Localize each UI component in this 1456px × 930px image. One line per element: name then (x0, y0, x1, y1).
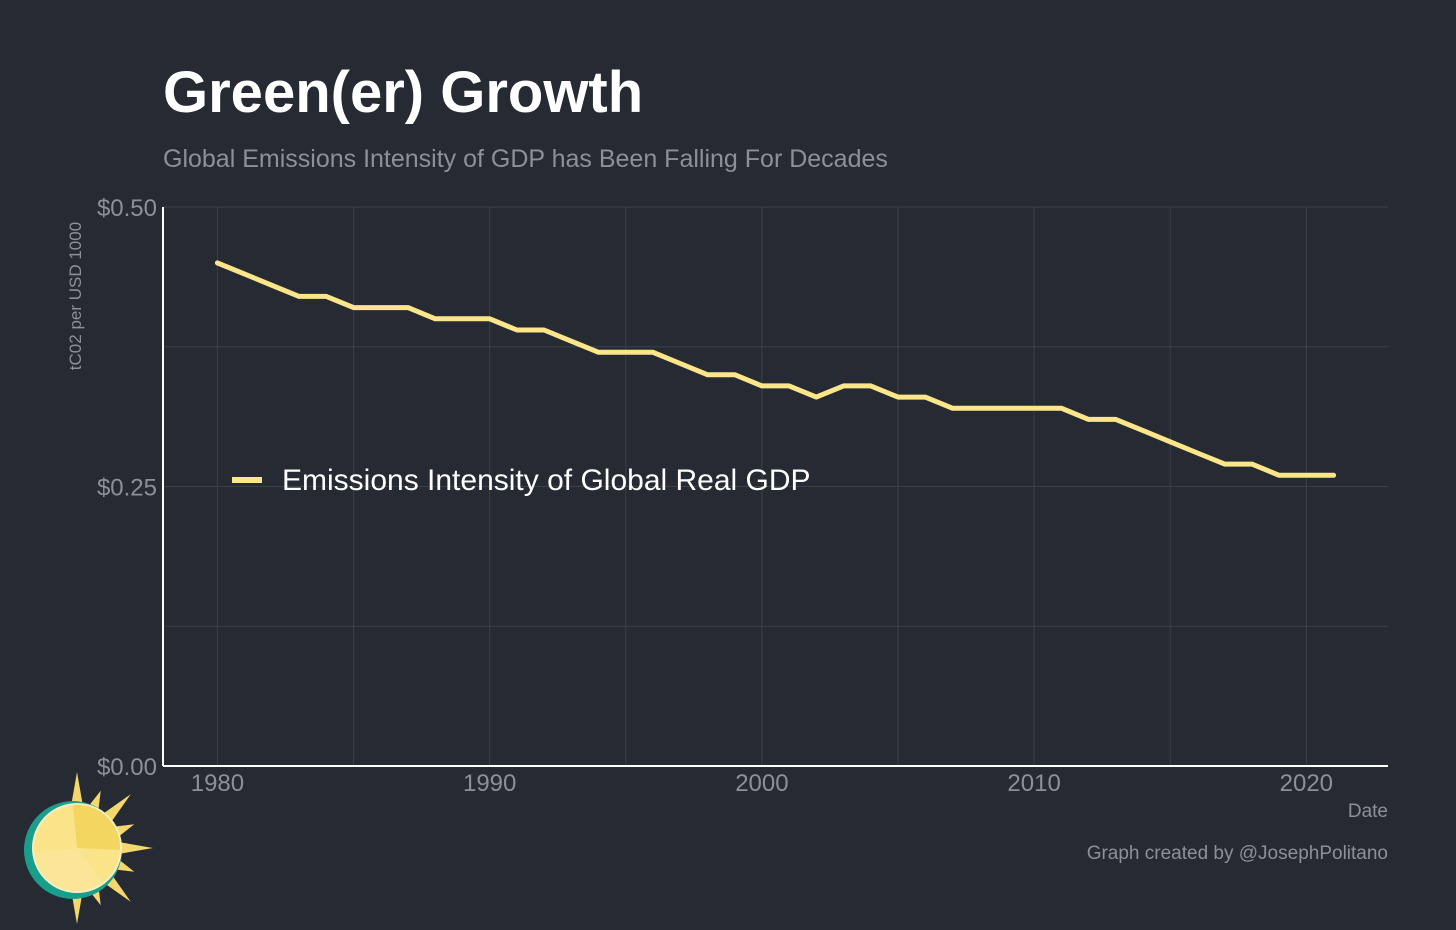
sun-highlight (73, 804, 121, 850)
chart-title: Green(er) Growth (163, 60, 643, 125)
chart-subtitle: Global Emissions Intensity of GDP has Be… (163, 145, 888, 173)
caption: Graph created by @JosephPolitano (1087, 843, 1388, 864)
y-tick-label: $0.00 (97, 754, 157, 781)
x-tick-label: 2020 (1280, 770, 1333, 797)
sun-ray (70, 772, 84, 809)
axes (162, 207, 1388, 767)
x-tick-label: 2010 (1007, 770, 1060, 797)
x-tick-label: 1990 (463, 770, 516, 797)
y-tick-label: $0.50 (97, 195, 157, 222)
grid (163, 206, 1388, 766)
x-axis-label: Date (1348, 801, 1388, 822)
y-tick-label: $0.25 (97, 475, 157, 502)
series-layer (214, 260, 1337, 478)
x-tick-label: 1980 (191, 770, 244, 797)
sun-ray (116, 841, 153, 855)
series-line-0 (214, 260, 1337, 478)
sun-shade (34, 848, 103, 891)
x-tick-label: 2000 (735, 770, 788, 797)
labels: 1980 1990 2000 2010 2020 $0.00 $0.25 $0.50 (97, 195, 1333, 797)
sun-logo (24, 772, 153, 924)
legend: Emissions Intensity of Global Real GDP (232, 464, 811, 497)
y-axis-label: tC02 per USD 1000 (66, 222, 85, 370)
legend-label: Emissions Intensity of Global Real GDP (282, 464, 811, 497)
